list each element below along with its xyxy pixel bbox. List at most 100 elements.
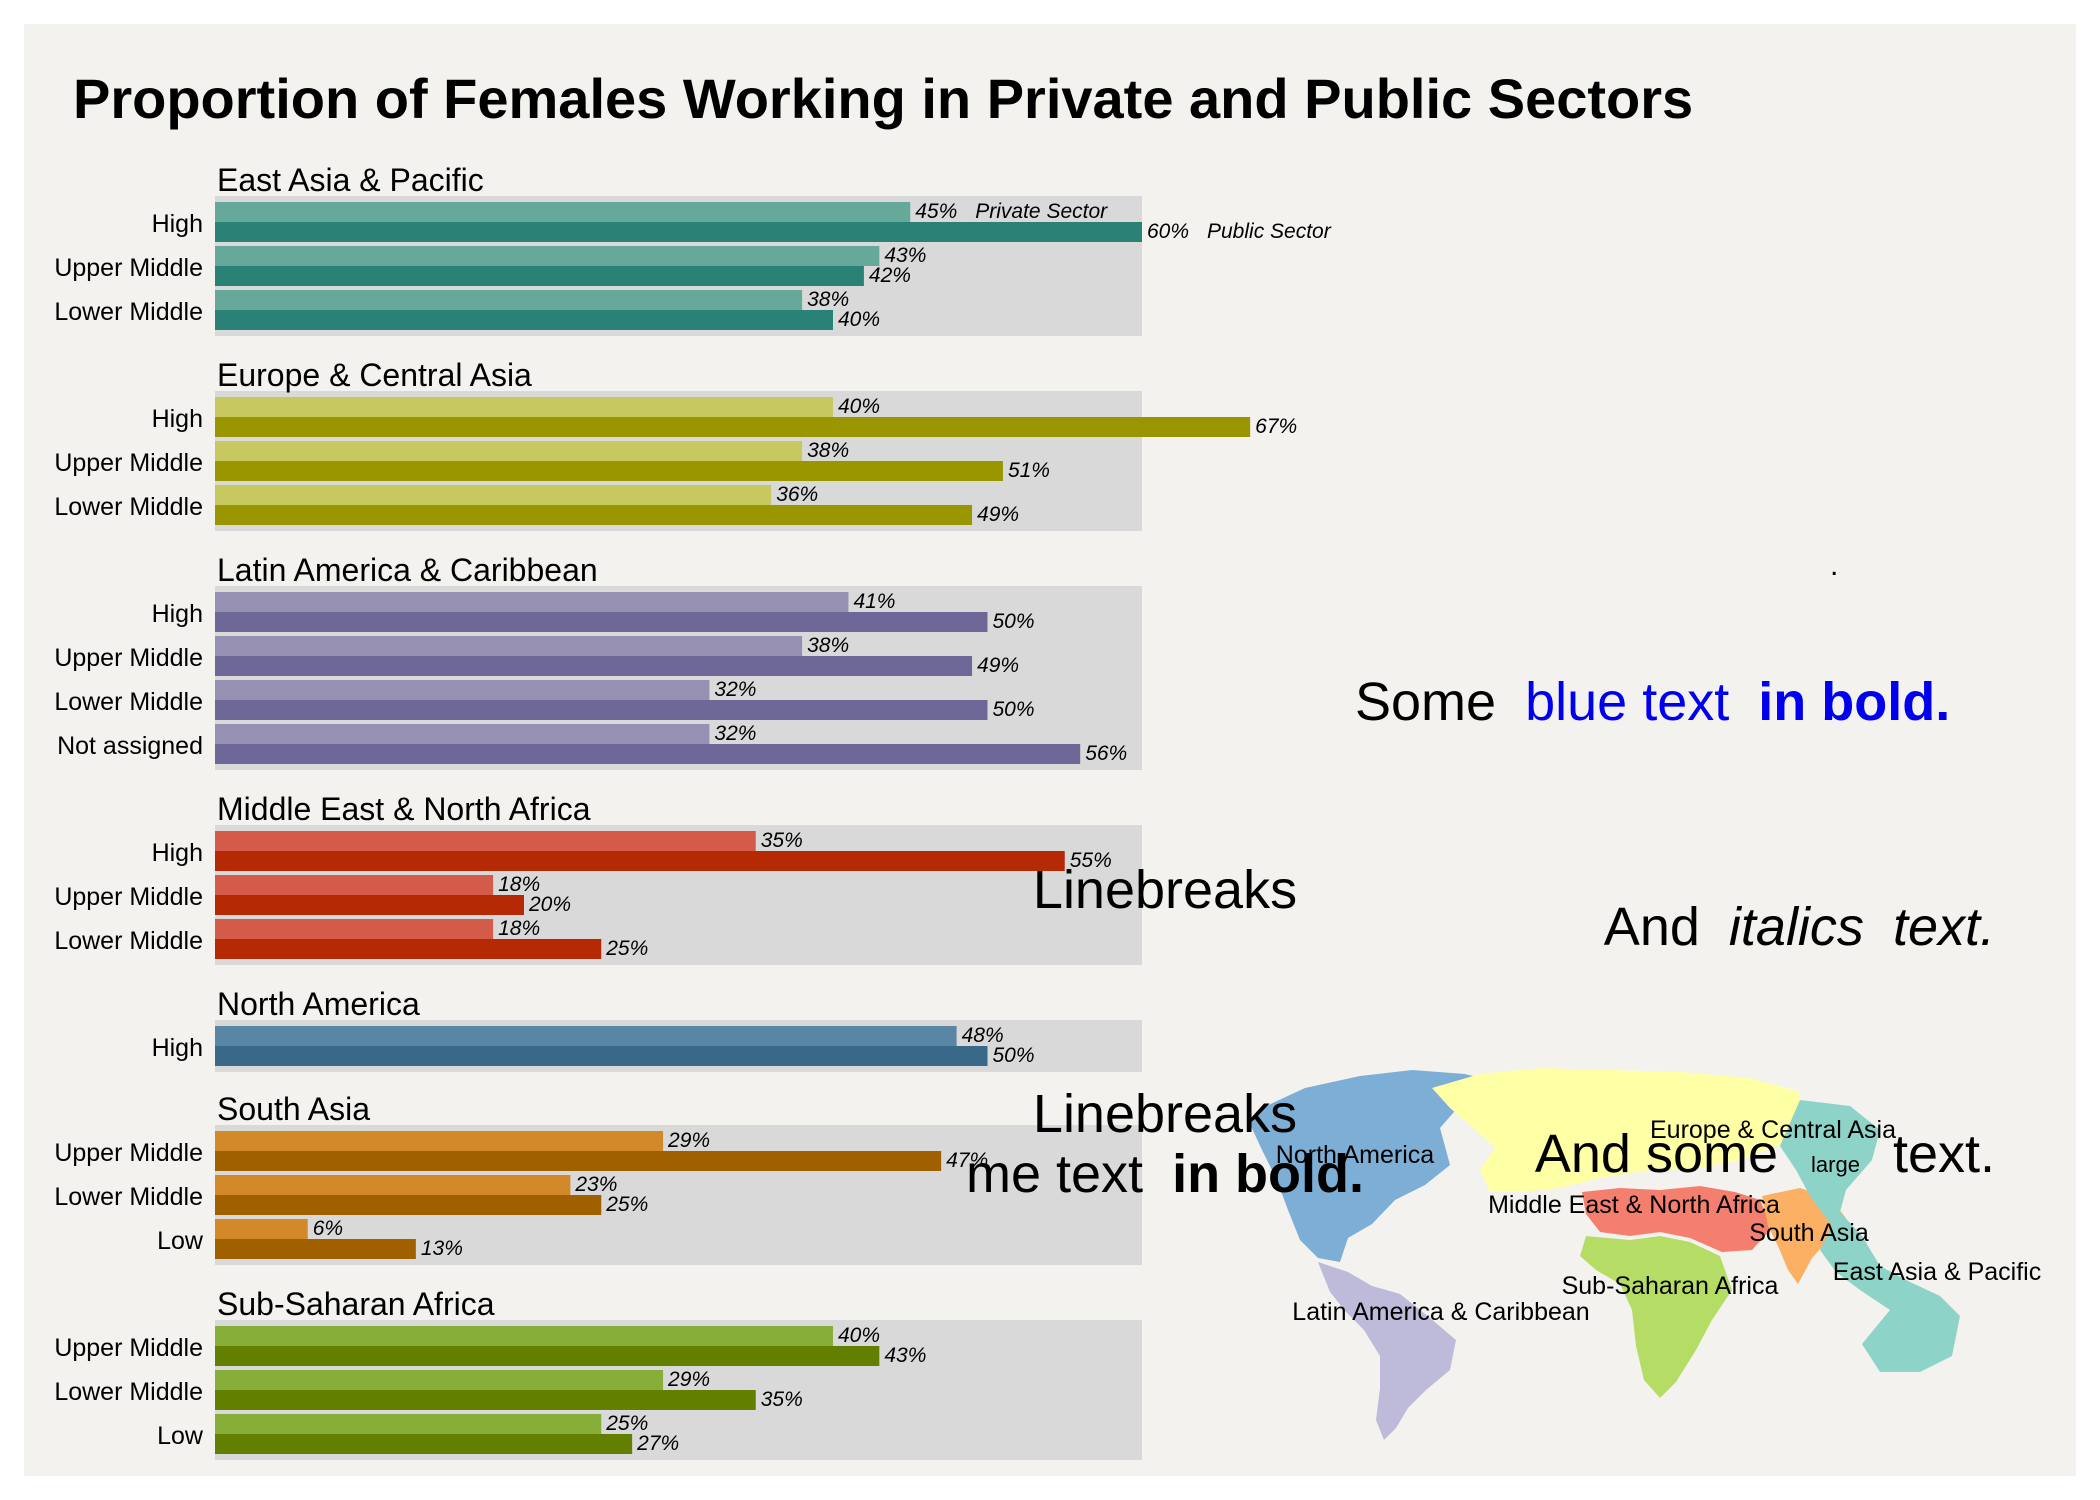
- category-label: Upper Middle: [54, 449, 203, 477]
- map-label-latin-america-caribbean: Latin America & Caribbean: [1292, 1298, 1589, 1326]
- annotation-large: large: [1811, 1152, 1860, 1177]
- category-label: Upper Middle: [54, 254, 203, 282]
- value-label: 40%: [838, 308, 880, 331]
- bar-public: [215, 1239, 416, 1259]
- annotation-me-text: me text: [966, 1144, 1143, 1204]
- category-label: Lower Middle: [54, 493, 203, 521]
- value-label: 32%: [714, 678, 756, 701]
- panel-latin-america-and-caribbean: Latin America & Caribbean High 41% 50% Upper…: [54, 552, 1142, 770]
- map-region-europe-central-asia: [1432, 1068, 1800, 1192]
- value-label: 47%: [946, 1149, 988, 1172]
- value-label: 38%: [807, 288, 849, 311]
- category-label: Upper Middle: [54, 644, 203, 672]
- bar-public: [215, 417, 1251, 437]
- bar-private: [215, 875, 494, 895]
- bar-public: [215, 1346, 880, 1366]
- bar-private: [215, 1326, 833, 1346]
- panel-title: East Asia & Pacific: [217, 162, 484, 198]
- annotation-linebreaks-2: Linebreaks: [1033, 1084, 1297, 1144]
- value-label: 56%: [1085, 742, 1127, 765]
- category-label: Lower Middle: [54, 688, 203, 716]
- category-label: Lower Middle: [54, 298, 203, 326]
- annotation-blue-bold-line: Some blue text in bold.: [1355, 672, 1950, 732]
- bar-public: [215, 505, 973, 525]
- bar-public: [215, 222, 1142, 242]
- value-label: 51%: [1008, 459, 1050, 482]
- category-label: Lower Middle: [54, 927, 203, 955]
- annotation-bold-line: me text in bold.: [966, 1144, 1364, 1204]
- annotation-text-dot-2: text.: [1893, 1124, 1995, 1184]
- panel-title: South Asia: [217, 1091, 370, 1127]
- annotation-dot: .: [1830, 549, 1838, 582]
- panel-middle-east-and-north-africa: Middle East & North Africa High 35% 55% Uppe…: [54, 791, 1142, 965]
- bar-public: [215, 310, 833, 330]
- value-label: 13%: [421, 1237, 463, 1260]
- value-label: 50%: [993, 698, 1035, 721]
- value-label: 49%: [977, 503, 1019, 526]
- value-label: 55%: [1070, 849, 1112, 872]
- value-label: 43%: [884, 244, 926, 267]
- map-region-sub-saharan-africa: [1580, 1236, 1732, 1398]
- bar-panels: East Asia & Pacific High 45% Private Sector…: [54, 162, 1332, 1460]
- category-label: High: [152, 1034, 203, 1062]
- value-label: 27%: [636, 1432, 679, 1455]
- annotation-italics-line: And italics text.: [1604, 897, 1995, 957]
- panel-south-asia: South Asia Upper Middle 29% 47% Lower Middle…: [54, 1091, 1142, 1265]
- value-label: 25%: [605, 1193, 648, 1216]
- map-label-north-america: North America: [1276, 1141, 1434, 1169]
- panel-title: Sub-Saharan Africa: [217, 1286, 495, 1322]
- bar-public: [215, 1390, 756, 1410]
- map-region-north-america: [1250, 1070, 1500, 1262]
- value-label: 29%: [667, 1129, 710, 1152]
- annotation-and-some: And some: [1535, 1124, 1778, 1184]
- value-label: 18%: [498, 917, 540, 940]
- bar-public: [215, 744, 1081, 764]
- value-label: 45%: [915, 200, 957, 223]
- bar-private: [215, 246, 880, 266]
- panel-title: North America: [217, 986, 420, 1022]
- value-label: 49%: [977, 654, 1019, 677]
- bar-public: [215, 939, 602, 959]
- map-label-east-asia-pacific: East Asia & Pacific: [1833, 1258, 2041, 1286]
- value-label: 36%: [776, 483, 818, 506]
- bar-private: [215, 831, 756, 851]
- bar-public: [215, 1046, 988, 1066]
- bar-public: [215, 1195, 602, 1215]
- bar-private: [215, 485, 772, 505]
- bar-private: [215, 1370, 664, 1390]
- map-region-latin-america-caribbean: [1318, 1262, 1456, 1440]
- category-label: High: [152, 210, 203, 238]
- bar-public: [215, 266, 864, 286]
- category-label: Upper Middle: [54, 883, 203, 911]
- annotation-blue-text: blue text: [1525, 672, 1729, 732]
- annotation-in-bold: in bold.: [1758, 672, 1950, 732]
- map-label-sub-saharan-africa: Sub-Saharan Africa: [1562, 1272, 1779, 1300]
- bar-public: [215, 851, 1065, 871]
- bar-private: [215, 592, 849, 612]
- annotation-some: Some: [1355, 672, 1496, 732]
- bar-public: [215, 612, 988, 632]
- value-label: 38%: [807, 634, 849, 657]
- value-label: 6%: [313, 1217, 343, 1240]
- map-label-europe-central-asia: Europe & Central Asia: [1650, 1116, 1896, 1144]
- bar-private: [215, 202, 911, 222]
- value-label: 41%: [853, 590, 895, 613]
- value-label: 50%: [993, 610, 1035, 633]
- bar-public: [215, 461, 1003, 481]
- value-label: 18%: [498, 873, 540, 896]
- category-label: Lower Middle: [54, 1183, 203, 1211]
- value-label: 38%: [807, 439, 849, 462]
- panel-title: Europe & Central Asia: [217, 357, 532, 393]
- annotation-large-line: And some large text.: [1535, 1124, 1995, 1184]
- annotation-and: And: [1604, 897, 1700, 957]
- bar-public: [215, 1151, 942, 1171]
- panel-sub-saharan-africa: Sub-Saharan Africa Upper Middle 40%43% Lowe…: [54, 1286, 1142, 1460]
- bar-public: [215, 700, 988, 720]
- value-label: 23%: [574, 1173, 617, 1196]
- value-label: 25%: [605, 937, 648, 960]
- value-label: 29%: [667, 1368, 710, 1391]
- value-label: 40%: [838, 395, 880, 418]
- panel-north-america: North America High 48%50%: [152, 986, 1142, 1072]
- value-label: 35%: [761, 829, 803, 852]
- value-label: 35%: [761, 1388, 803, 1411]
